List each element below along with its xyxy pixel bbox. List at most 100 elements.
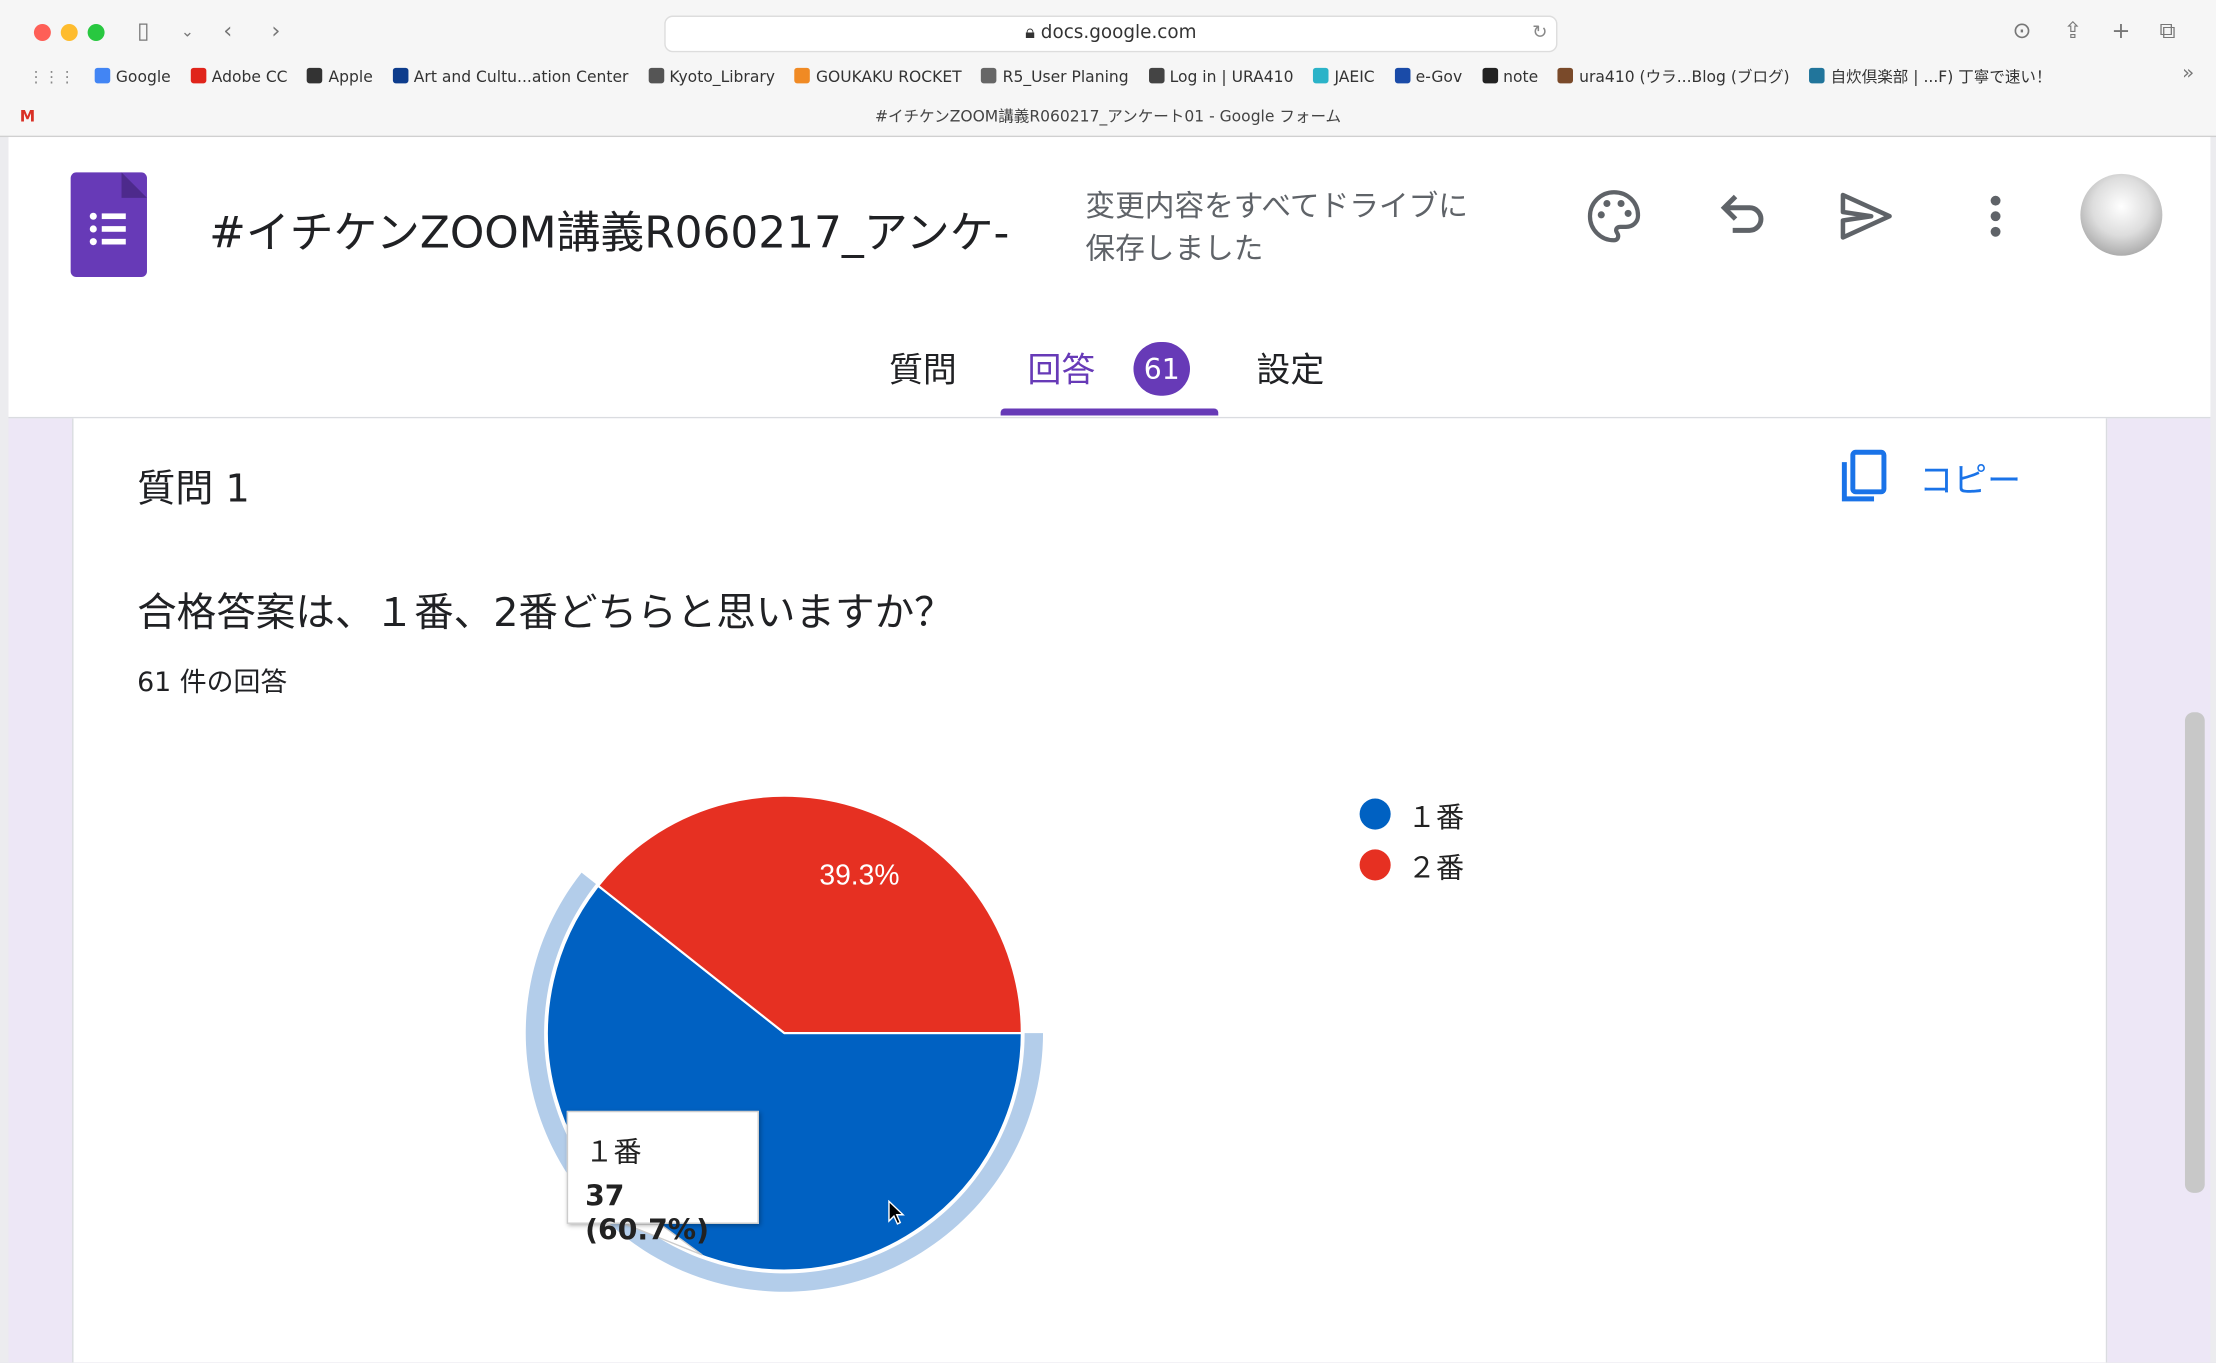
tab-questions[interactable]: 質問 — [888, 350, 957, 391]
share-icon[interactable]: ⇪ — [2063, 16, 2083, 44]
bookmark-label: R5_User Planing — [1002, 67, 1129, 86]
chevron-down-icon[interactable]: ⌄ — [180, 22, 194, 41]
bookmark-item[interactable]: e-Gov — [1394, 67, 1463, 86]
forward-icon[interactable]: › — [271, 16, 281, 44]
bookmark-item[interactable]: Art and Cultu...ation Center — [392, 67, 629, 86]
more-vert-icon[interactable] — [1967, 188, 2024, 245]
copy-label: コピー — [1919, 460, 2022, 500]
mouse-cursor-icon — [888, 1199, 905, 1225]
forms-logo-icon[interactable] — [70, 172, 147, 278]
question-number: 質問 1 — [137, 467, 250, 512]
tooltip-value: 37 (60.7%) — [585, 1178, 710, 1247]
bookmark-favicon-icon — [1394, 67, 1410, 83]
save-status: 変更内容をすべてドライブに 保存しました — [1085, 185, 1468, 270]
bookmark-item[interactable]: Log in | URA410 — [1148, 67, 1294, 86]
slice-data-label: 39.3% — [819, 858, 899, 890]
palette-icon[interactable] — [1586, 188, 1643, 245]
new-tab-icon[interactable]: + — [2111, 16, 2131, 44]
bookmark-label: JAEIC — [1334, 67, 1375, 86]
bookmarks-bar: ⋮⋮⋮ Google Adobe CC Apple Art and Cultu...a… — [28, 65, 2173, 88]
form-title[interactable]: #イチケンZOOM講義R060217_アンケ- — [209, 207, 1010, 259]
copy-chart-button[interactable]: コピー — [1840, 449, 2021, 503]
download-icon[interactable]: ⊙ — [2012, 16, 2032, 44]
bookmark-item[interactable]: R5_User Planing — [981, 67, 1129, 86]
legend-label: ２番 — [1407, 850, 1465, 885]
forms-header: #イチケンZOOM講義R060217_アンケ- 変更内容をすべてドライブに 保存し… — [8, 137, 2211, 419]
avatar[interactable] — [2080, 173, 2163, 256]
bookmark-label: e-Gov — [1415, 67, 1463, 86]
legend-label: １番 — [1407, 799, 1465, 834]
bookmark-label: ura410 (ウラ...Blog (ブログ) — [1579, 67, 1790, 87]
bookmark-item[interactable]: ura410 (ウラ...Blog (ブログ) — [1557, 65, 1790, 88]
reload-icon[interactable]: ↻ — [1532, 22, 1548, 44]
pie-slice-2[interactable] — [596, 794, 1023, 1035]
address-bar[interactable]: 🔒︎ docs.google.com ↻ — [664, 15, 1558, 53]
bookmark-label: Art and Cultu...ation Center — [413, 67, 629, 86]
bookmark-item[interactable]: Google — [94, 67, 171, 86]
question-text: 合格答案は、１番、2番どちらと思いますか？ — [137, 589, 954, 636]
tab-title: #イチケンZOOM講義R060217_アンケート01 - Google フォーム — [874, 107, 1342, 126]
tab-settings[interactable]: 設定 — [1256, 350, 1325, 391]
copy-icon — [1841, 449, 1887, 502]
browser-tab[interactable]: M #イチケンZOOM講義R060217_アンケート01 - Google フォ… — [0, 102, 2216, 136]
bookmark-favicon-icon — [1557, 67, 1574, 84]
back-icon[interactable]: ‹ — [223, 16, 233, 44]
bookmark-favicon-icon — [392, 67, 409, 83]
tooltip-title: １番 — [585, 1134, 642, 1169]
bookmark-label: Adobe CC — [211, 67, 288, 86]
bookmark-label: note — [1503, 67, 1539, 86]
bookmark-favicon-icon — [1313, 67, 1329, 83]
chart-tooltip: １番 37 (60.7%) — [566, 1110, 759, 1247]
tab-responses[interactable]: 回答 — [1027, 350, 1096, 391]
bookmark-favicon-icon — [190, 67, 207, 83]
send-icon[interactable] — [1837, 188, 1894, 245]
lock-icon: 🔒︎ — [1025, 22, 1041, 44]
gmail-icon[interactable]: M — [19, 107, 36, 126]
chart-legend: １番 ２番 — [1359, 789, 1465, 891]
bookmark-item[interactable]: note — [1481, 67, 1539, 86]
forms-app: #イチケンZOOM講義R060217_アンケ- 変更内容をすべてドライブに 保存し… — [8, 137, 2211, 1363]
active-tab-indicator — [1000, 408, 1219, 416]
bookmark-favicon-icon — [794, 67, 811, 83]
bookmark-label: Apple — [328, 67, 373, 86]
response-count: 61 件の回答 — [137, 667, 288, 699]
bookmark-item[interactable]: GOUKAKU ROCKET — [794, 67, 962, 86]
more-bookmarks-icon[interactable]: » — [2182, 62, 2195, 85]
bookmark-favicon-icon — [1481, 67, 1498, 83]
save-status-line: 保存しました — [1085, 231, 1264, 266]
bookmark-item[interactable]: 自炊倶楽部 | ...F) 丁寧で速い！ — [1809, 65, 2052, 88]
bookmark-item[interactable]: Kyoto_Library — [648, 67, 775, 86]
legend-swatch — [1359, 849, 1391, 881]
legend-swatch — [1359, 798, 1391, 830]
bookmark-favicon-icon — [648, 67, 664, 83]
bookmark-item[interactable]: Adobe CC — [190, 67, 288, 86]
sidebar-icon[interactable]: ▯ — [137, 16, 150, 44]
response-count-badge: 61 — [1133, 342, 1190, 396]
bookmark-label: GOUKAKU ROCKET — [815, 67, 962, 86]
question-summary-card: 質問 1 コピー 合格答案は、１番、2番どちらと思いますか？ 61 件の回答 3… — [72, 418, 2108, 1363]
bookmark-favicon-icon — [981, 67, 997, 83]
bookmark-label: Kyoto_Library — [669, 67, 775, 86]
bookmark-label: Google — [115, 67, 171, 86]
bookmark-item[interactable]: JAEIC — [1313, 67, 1375, 86]
zoom-window-button[interactable] — [87, 24, 105, 41]
undo-icon[interactable] — [1713, 188, 1770, 245]
bookmark-favicon-icon — [307, 67, 323, 83]
close-window-button[interactable] — [33, 24, 51, 41]
apps-grid-icon[interactable]: ⋮⋮⋮ — [28, 67, 75, 86]
legend-item[interactable]: ２番 — [1359, 840, 1465, 891]
minimize-window-button[interactable] — [60, 24, 78, 41]
scrollbar[interactable] — [2184, 712, 2205, 1193]
bookmark-item[interactable]: Apple — [307, 67, 373, 86]
browser-toolbar: ▯ ⌄ ‹ › 🔒︎ docs.google.com ↻ ⊙ ⇪ + ⧉ ⋮⋮⋮ … — [0, 0, 2216, 138]
bookmark-favicon-icon — [94, 67, 111, 83]
url-text: docs.google.com — [1040, 22, 1197, 44]
bookmark-label: Log in | URA410 — [1169, 67, 1294, 86]
bookmark-favicon-icon — [1809, 67, 1825, 84]
legend-item[interactable]: １番 — [1359, 789, 1465, 840]
bookmark-favicon-icon — [1148, 67, 1164, 83]
save-status-line: 変更内容をすべてドライブに — [1085, 189, 1468, 224]
bookmark-label: 自炊倶楽部 | ...F) 丁寧で速い！ — [1830, 67, 2052, 87]
tabs-overview-icon[interactable]: ⧉ — [2159, 16, 2176, 44]
